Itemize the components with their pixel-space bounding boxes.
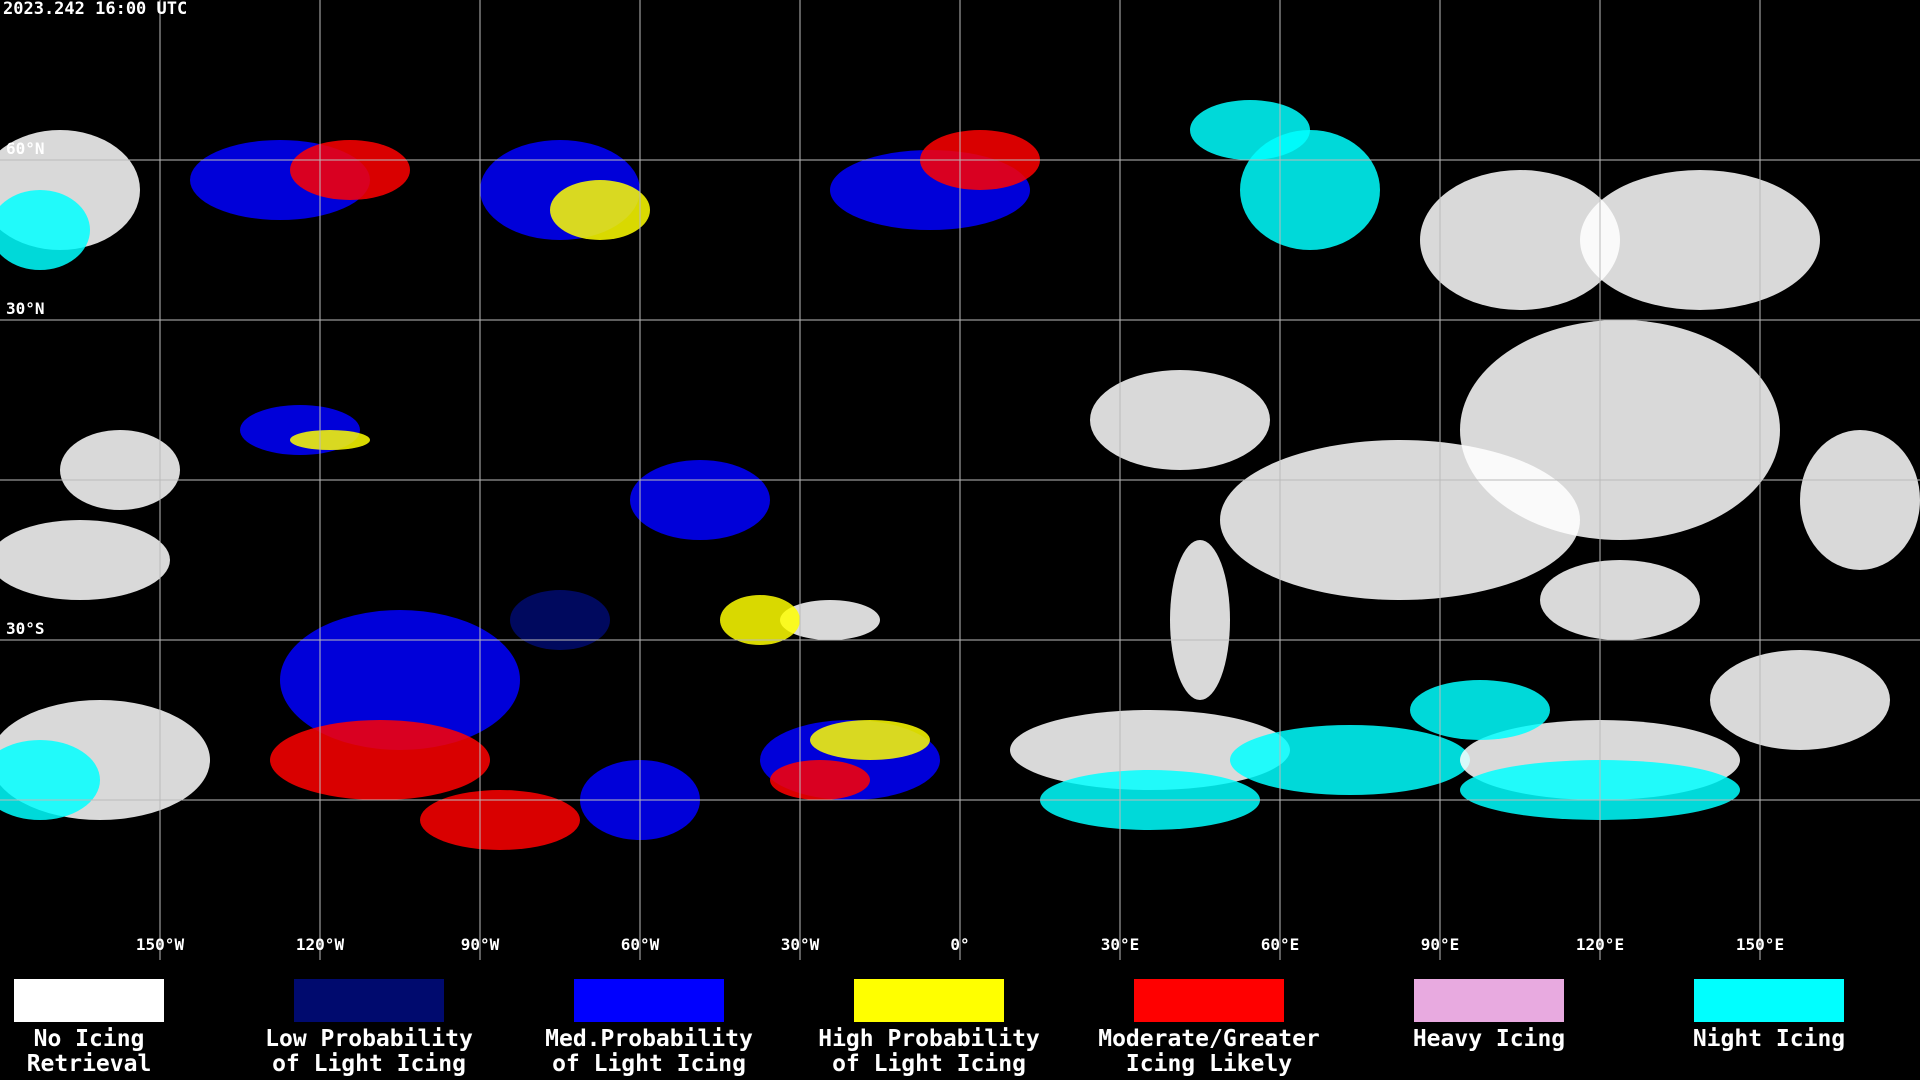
- legend-swatch: [1694, 979, 1844, 1022]
- cloud-patch: [60, 430, 180, 510]
- cloud-patch: [810, 720, 930, 760]
- legend-swatch: [1134, 979, 1284, 1022]
- lon-label: 150°E: [1736, 935, 1784, 954]
- lon-label: 30°W: [781, 935, 820, 954]
- legend-label: Heavy Icing: [1413, 1026, 1565, 1052]
- legend-swatch: [1414, 979, 1564, 1022]
- lon-label: 0°: [950, 935, 969, 954]
- legend-label: of Light Icing: [832, 1051, 1026, 1077]
- legend-label: Med.Probability: [545, 1026, 753, 1052]
- legend-label: Retrieval: [27, 1051, 152, 1077]
- legend-label: Low Probability: [265, 1026, 473, 1052]
- legend-label: Icing Likely: [1126, 1051, 1292, 1077]
- cloud-patch: [1190, 100, 1310, 160]
- lon-label: 30°E: [1101, 935, 1140, 954]
- cloud-patch: [0, 190, 90, 270]
- lon-label: 60°W: [621, 935, 660, 954]
- legend-swatch: [14, 979, 164, 1022]
- legend-label: High Probability: [818, 1026, 1040, 1052]
- cloud-patch: [1010, 710, 1290, 790]
- cloud-patch: [1540, 560, 1700, 640]
- cloud-patch: [1710, 650, 1890, 750]
- graticule: 150°W 120°W 90°W 60°W 30°W 0° 30°E 60°E 90°E 120°…: [0, 0, 1920, 960]
- cloud-patch: [1170, 540, 1230, 700]
- cloud-patch: [1460, 320, 1780, 540]
- cloud-patch: [550, 180, 650, 240]
- legend-label: Moderate/Greater: [1098, 1026, 1320, 1052]
- lat-label: 30°N: [6, 299, 45, 318]
- lon-label: 120°W: [296, 935, 345, 954]
- cloud-patch: [1420, 170, 1620, 310]
- cloud-patch: [420, 790, 580, 850]
- cloud-patch: [1800, 430, 1920, 570]
- legend-label: of Light Icing: [552, 1051, 746, 1077]
- lon-label: 90°W: [461, 935, 500, 954]
- legend-label: No Icing: [34, 1026, 145, 1052]
- lat-label: 30°S: [6, 619, 45, 638]
- cloud-patch: [1230, 725, 1470, 795]
- legend-swatch: [294, 979, 444, 1022]
- cloud-patch: [1580, 170, 1820, 310]
- lon-label: 120°E: [1576, 935, 1624, 954]
- legend-label: Night Icing: [1693, 1026, 1845, 1052]
- legend-label: of Light Icing: [272, 1051, 466, 1077]
- lat-label: 60°N: [6, 139, 45, 158]
- legend-swatch: [574, 979, 724, 1022]
- cloud-patch: [0, 520, 170, 600]
- cloud-patch: [1090, 370, 1270, 470]
- cloud-patch: [510, 590, 610, 650]
- cloud-patch: [630, 460, 770, 540]
- lon-label: 60°E: [1261, 935, 1300, 954]
- cloud-patch: [780, 600, 880, 640]
- lon-label: 90°E: [1421, 935, 1460, 954]
- cloud-patch: [290, 430, 370, 450]
- cloud-patch: [270, 720, 490, 800]
- legend-swatch: [854, 979, 1004, 1022]
- cloud-patch: [290, 140, 410, 200]
- cloud-patch: [1410, 680, 1550, 740]
- cloud-patch: [770, 760, 870, 800]
- cloud-patch: [720, 595, 800, 645]
- cloud-patch: [280, 610, 520, 750]
- timestamp: 2023.242 16:00 UTC: [3, 0, 187, 19]
- lon-label: 150°W: [136, 935, 185, 954]
